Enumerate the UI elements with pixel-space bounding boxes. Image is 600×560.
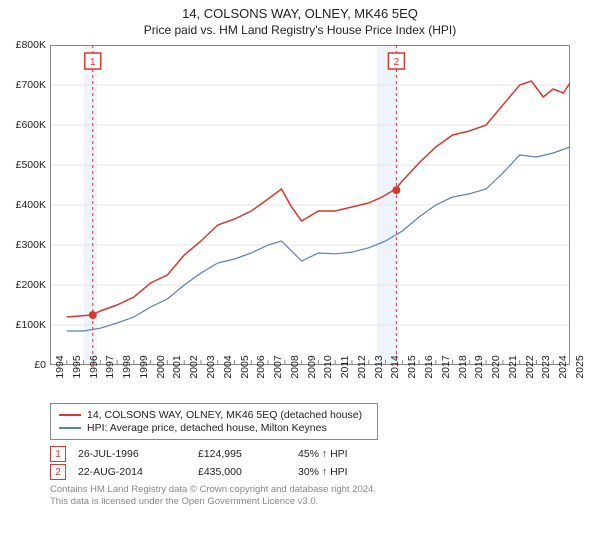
y-tick-label: £500K — [16, 159, 46, 171]
x-tick-label: 2008 — [289, 355, 301, 378]
legend-label-2: HPI: Average price, detached house, Milt… — [87, 422, 327, 434]
marker-badge: 1 — [50, 446, 66, 462]
x-tick-label: 2015 — [406, 355, 418, 378]
legend-swatch-2 — [59, 427, 81, 429]
x-tick-label: 2010 — [322, 355, 334, 378]
legend-row-series1: 14, COLSONS WAY, OLNEY, MK46 5EQ (detach… — [59, 409, 369, 421]
y-tick-label: £100K — [16, 319, 46, 331]
marker-date: 22-AUG-2014 — [78, 466, 198, 478]
y-tick-label: £300K — [16, 239, 46, 251]
footer: Contains HM Land Registry data © Crown c… — [50, 484, 580, 509]
legend-swatch-1 — [59, 414, 81, 416]
legend-row-series2: HPI: Average price, detached house, Milt… — [59, 422, 369, 434]
legend-label-1: 14, COLSONS WAY, OLNEY, MK46 5EQ (detach… — [87, 409, 362, 421]
y-tick-label: £700K — [16, 79, 46, 91]
x-tick-label: 2016 — [423, 355, 435, 378]
chart-svg: 12 — [50, 45, 570, 365]
y-axis-labels: £0£100K£200K£300K£400K£500K£600K£700K£80… — [8, 45, 48, 365]
footer-line-1: Contains HM Land Registry data © Crown c… — [50, 484, 580, 496]
x-tick-label: 2023 — [540, 355, 552, 378]
x-tick-label: 2013 — [373, 355, 385, 378]
marker-date: 26-JUL-1996 — [78, 448, 198, 460]
x-tick-label: 1996 — [88, 355, 100, 378]
x-tick-label: 1999 — [138, 355, 150, 378]
x-tick-label: 2012 — [356, 355, 368, 378]
x-tick-label: 2004 — [222, 355, 234, 378]
svg-text:2: 2 — [394, 57, 400, 68]
x-tick-label: 2018 — [457, 355, 469, 378]
y-tick-label: £0 — [34, 359, 46, 371]
x-tick-label: 2007 — [272, 355, 284, 378]
y-tick-label: £200K — [16, 279, 46, 291]
footer-line-2: This data is licensed under the Open Gov… — [50, 496, 580, 508]
chart-subtitle: Price paid vs. HM Land Registry's House … — [0, 21, 600, 37]
y-tick-label: £800K — [16, 39, 46, 51]
x-tick-label: 2006 — [255, 355, 267, 378]
x-tick-label: 2003 — [205, 355, 217, 378]
x-tick-label: 2002 — [188, 355, 200, 378]
x-axis-labels: 1994199519961997199819992000200120022003… — [50, 365, 570, 401]
x-tick-label: 2022 — [524, 355, 536, 378]
x-tick-label: 2024 — [557, 355, 569, 378]
x-tick-label: 1997 — [104, 355, 116, 378]
markers-table: 1 26-JUL-1996£124,99545% ↑ HPI 2 22-AUG-201… — [50, 446, 580, 480]
x-tick-label: 1998 — [121, 355, 133, 378]
x-tick-label: 2014 — [389, 355, 401, 378]
x-tick-label: 1994 — [54, 355, 66, 378]
marker-row: 2 22-AUG-2014£435,00030% ↑ HPI — [50, 464, 580, 480]
x-tick-label: 2025 — [574, 355, 586, 378]
x-tick-label: 1995 — [71, 355, 83, 378]
x-tick-label: 2021 — [507, 355, 519, 378]
x-tick-label: 2020 — [490, 355, 502, 378]
marker-pct: 30% ↑ HPI — [298, 466, 378, 478]
chart-area: 12 £0£100K£200K£300K£400K£500K£600K£700K… — [50, 45, 570, 365]
marker-price: £435,000 — [198, 466, 298, 478]
marker-badge: 2 — [50, 464, 66, 480]
svg-text:1: 1 — [90, 57, 96, 68]
y-tick-label: £600K — [16, 119, 46, 131]
marker-row: 1 26-JUL-1996£124,99545% ↑ HPI — [50, 446, 580, 462]
chart-title: 14, COLSONS WAY, OLNEY, MK46 5EQ — [0, 0, 600, 21]
x-tick-label: 2009 — [306, 355, 318, 378]
x-tick-label: 2019 — [473, 355, 485, 378]
x-tick-label: 2011 — [339, 356, 351, 379]
marker-pct: 45% ↑ HPI — [298, 448, 378, 460]
marker-price: £124,995 — [198, 448, 298, 460]
x-tick-label: 2000 — [155, 355, 167, 378]
legend: 14, COLSONS WAY, OLNEY, MK46 5EQ (detach… — [50, 403, 378, 440]
x-tick-label: 2005 — [239, 355, 251, 378]
y-tick-label: £400K — [16, 199, 46, 211]
x-tick-label: 2001 — [171, 355, 183, 378]
x-tick-label: 2017 — [440, 355, 452, 378]
